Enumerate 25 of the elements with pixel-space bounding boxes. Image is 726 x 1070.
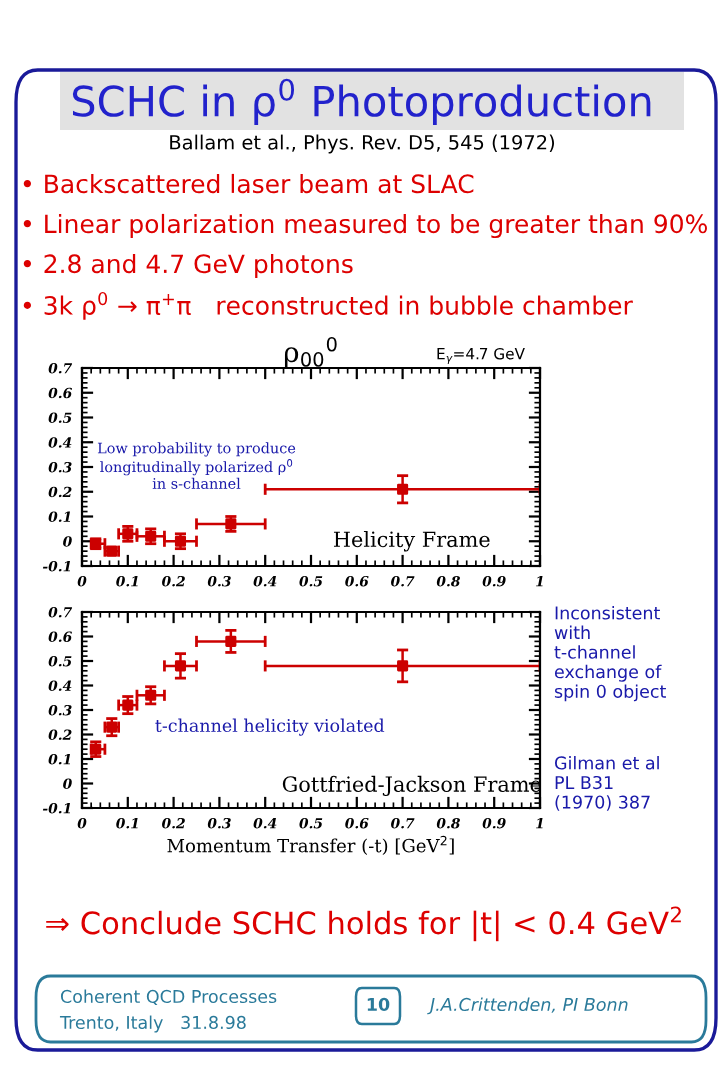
- text: SCHC in ρ$^{0}$ Photoproduction: [72, 78, 651, 125]
- point: [174, 535, 187, 547]
- text: Inconsistent with t-channel exchange of spin 0 object: [554, 606, 666, 702]
- annotation: Gottfried-Jackson Frame: [282, 775, 541, 797]
- text: • Linear polarization measured to be greater than 90%: [23, 213, 707, 239]
- point: [174, 660, 187, 672]
- text: 10: [367, 997, 390, 1012]
- text: Trento, Italy 31.8.98: [59, 1015, 246, 1033]
- text: • Backscattered laser beam at SLAC: [23, 173, 474, 194]
- text: ⇒ Conclude SCHC holds for |t| < 0.4 GeV$^{2}$: [46, 906, 681, 942]
- text: • 3k ρ$^{0}$ → π$^{+}$π reconstructed in bubble chamber: [23, 292, 633, 320]
- text: Coherent QCD Processes: [60, 989, 277, 1006]
- text: • 2.8 and 4.7 GeV photons: [23, 253, 353, 279]
- annotation: t-channel helicity violated: [155, 718, 385, 736]
- text: Ballam et al., Phys. Rev. D5, 545 (1972): [170, 134, 555, 154]
- point: [145, 689, 157, 701]
- point: [397, 483, 409, 495]
- annotation: Helicity Frame: [333, 531, 490, 552]
- point: [225, 635, 237, 647]
- x-axis-title: Momentum Transfer (-t) [GeV$^{2}$]: [167, 835, 454, 855]
- text: Gilman et al PL B31 (1970) 387: [554, 756, 659, 811]
- text: J.A.Crittenden, PI Bonn: [427, 997, 628, 1015]
- point: [145, 530, 157, 542]
- point: [397, 660, 409, 672]
- chart-title: ρ$_{00}$$^{0}$: [284, 336, 337, 368]
